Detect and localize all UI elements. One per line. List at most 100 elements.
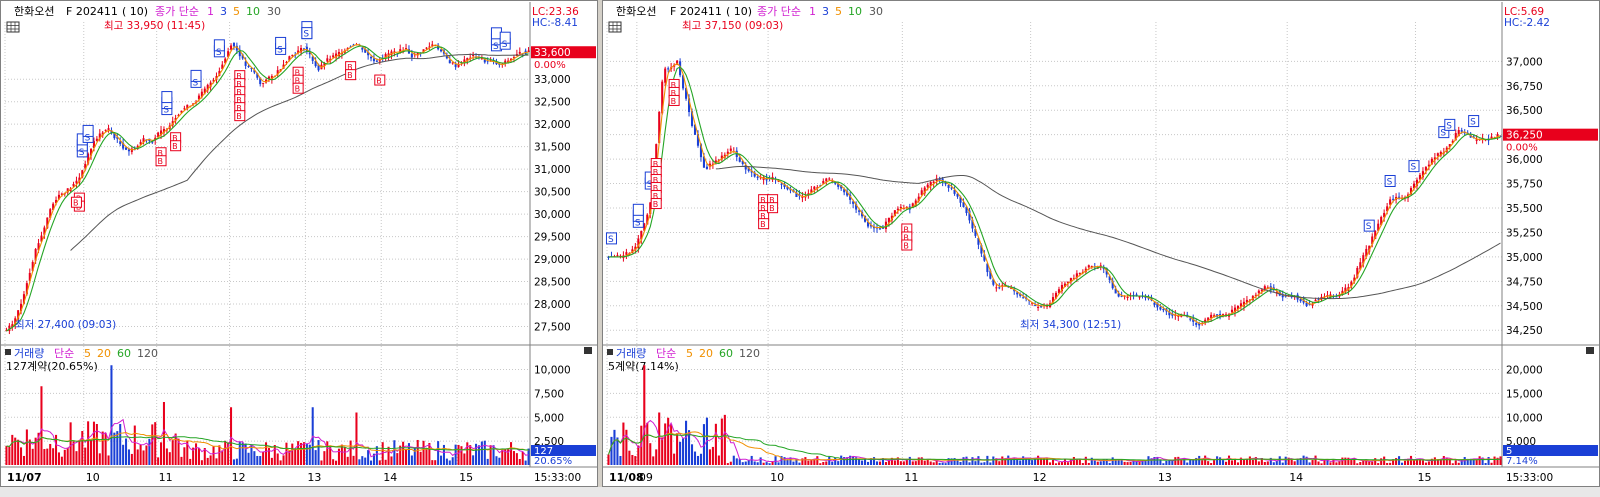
candle-body (457, 64, 460, 67)
volume-bar (786, 459, 789, 465)
volume-bar (747, 460, 750, 465)
volume-bar (1054, 463, 1058, 465)
candle-body (518, 51, 521, 54)
volume-bar (917, 457, 920, 465)
volume-bar (425, 448, 428, 465)
volume-bar (1051, 459, 1055, 465)
vol-tick-label: 5,000 (534, 412, 564, 424)
candle-body (60, 193, 63, 195)
settings-grid-icon[interactable] (6, 21, 20, 33)
volume-bar (40, 386, 43, 465)
volume-bar (1153, 457, 1156, 465)
candle-body (209, 82, 212, 87)
volume-bar (1183, 457, 1186, 465)
volume-bar (46, 448, 49, 465)
ma-line-10 (608, 66, 1501, 323)
volume-bar (1114, 460, 1117, 465)
volume-bar (305, 443, 308, 465)
candle-body (244, 61, 247, 66)
volume-bar (1296, 458, 1299, 465)
volume-bar (521, 452, 524, 465)
sell-signal-box (1444, 118, 1456, 131)
volume-bar (343, 447, 346, 465)
volume-bar (1207, 461, 1210, 465)
candle-body (162, 128, 165, 133)
volume-bar (253, 451, 256, 465)
volume-bar (1016, 458, 1019, 465)
buy-signal-box (901, 239, 913, 251)
volume-bar (90, 440, 93, 465)
candle-body (619, 255, 622, 257)
volume-bar (905, 458, 908, 465)
candle-body (1239, 303, 1243, 307)
volume-bar (959, 461, 962, 465)
volume-bar (610, 436, 613, 465)
grid-icon-lines (609, 22, 621, 32)
volume-bar (1034, 458, 1037, 465)
volume-bar (723, 414, 726, 465)
volume-bar (20, 447, 23, 465)
chart-pane-left: 한화오션 F 202411( 10) 종가 단순 1 3 5 10 30 33,000 32,50… (0, 0, 598, 487)
volume-bar (498, 457, 501, 465)
volume-bar (819, 463, 822, 465)
candle-body (241, 54, 244, 59)
candle-body (1362, 255, 1365, 264)
volume-bar (667, 417, 670, 465)
volume-bar (1499, 456, 1502, 465)
sell-signal-label: S (303, 30, 309, 40)
scroll-icon[interactable] (1586, 347, 1594, 354)
volume-bar (1389, 462, 1392, 465)
candle-body (276, 70, 279, 75)
candle-body (696, 134, 700, 146)
x-tick-label: 15 (459, 471, 473, 484)
candle-body (1120, 295, 1123, 297)
settings-grid-icon[interactable] (608, 21, 622, 33)
candle-body (1335, 296, 1338, 298)
candle-body (372, 58, 375, 62)
grid-icon-frame (6, 21, 20, 33)
volume-bar (1108, 462, 1111, 465)
buy-signal-label: B (903, 242, 909, 251)
x-tick-label: 13 (307, 471, 321, 484)
volume-bar (72, 441, 75, 465)
candle-body (512, 57, 515, 59)
candle-body (265, 79, 268, 83)
volume-bar (1433, 457, 1436, 465)
volume-bar (1227, 455, 1231, 465)
candle-body (11, 324, 14, 328)
volume-bar (1117, 459, 1120, 465)
volume-bar (454, 444, 457, 465)
time-label: 15:33:00 (534, 472, 581, 484)
candle-body (685, 88, 688, 99)
volume-bar (483, 440, 486, 465)
volume-bar (923, 460, 926, 465)
volume-bar (738, 458, 741, 465)
candle-body (1037, 306, 1040, 308)
vol-tick-label: 15,000 (1506, 388, 1543, 400)
candle-body (1260, 289, 1263, 292)
x-tick-label: 12 (232, 471, 246, 484)
volume-bar (329, 446, 332, 465)
volume-bar (209, 455, 212, 465)
volume-bar (294, 448, 297, 465)
bottom-scrollbar[interactable] (0, 487, 1600, 497)
candle-body (52, 203, 55, 210)
scroll-icon[interactable] (584, 347, 592, 354)
volume-bar (1189, 459, 1192, 465)
volume-bar (729, 461, 732, 465)
volume-bar (756, 462, 759, 465)
candle-body (34, 249, 37, 261)
volume-bar (1022, 456, 1025, 465)
volume-bar (1162, 463, 1165, 465)
candle-body (813, 186, 816, 190)
sell-signal-box (275, 36, 287, 49)
volume-bar (14, 437, 17, 465)
candle-body (157, 132, 160, 138)
volume-bar (300, 442, 303, 465)
volume-bar (1329, 462, 1332, 465)
buy-signal-label: B (760, 204, 766, 213)
volume-bar (1177, 456, 1180, 465)
candle-body (1230, 309, 1234, 313)
volume-bar (1210, 463, 1213, 465)
volume-bar (302, 442, 305, 465)
